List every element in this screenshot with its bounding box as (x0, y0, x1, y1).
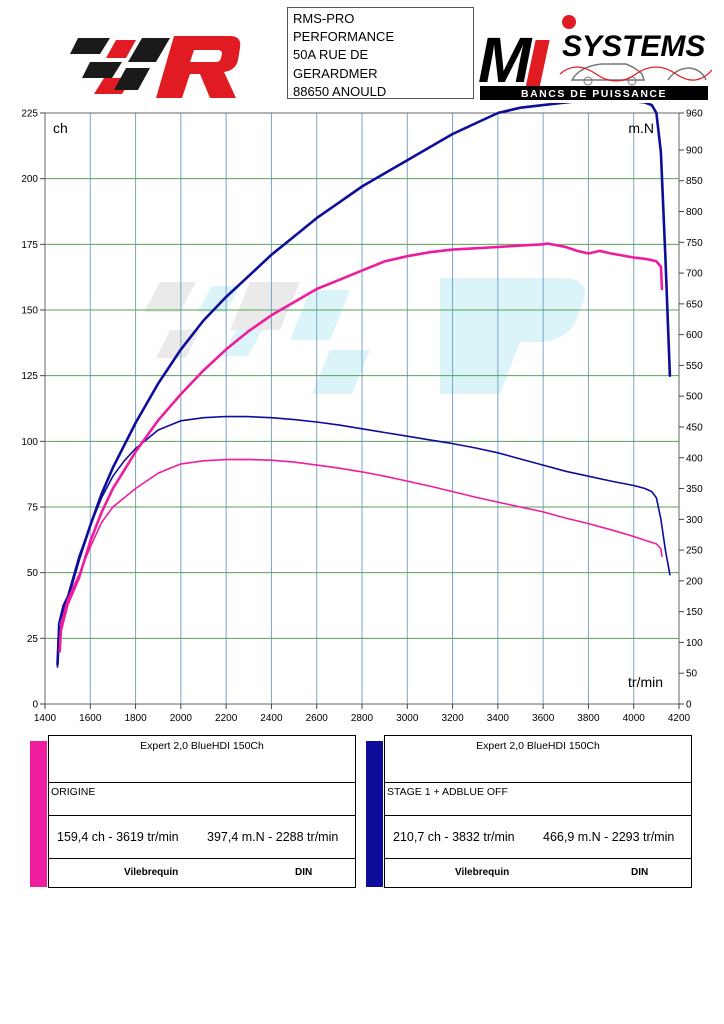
y-right-tick-label: 900 (686, 145, 703, 156)
y-right-tick-label: 500 (686, 392, 703, 403)
x-tick-label: 2600 (306, 713, 329, 724)
y-left-tick-label: 150 (21, 306, 38, 317)
y-left-tick-label: 100 (21, 437, 38, 448)
origine-torque-curve (58, 458, 663, 653)
address-line: RMS-PRO (293, 11, 355, 26)
y-right-tick-label: 450 (686, 422, 703, 433)
x-tick-label: 4000 (623, 713, 646, 724)
motorcycle-silhouette-icon (667, 67, 707, 81)
y-left-tick-label: 0 (32, 700, 38, 711)
dyno-chart: 1400 1600 1800 2000 2200 2400 2600 2800 3000 3200… (21, 103, 703, 724)
rms-logo (70, 36, 241, 98)
address-line: 88650 ANOULD (293, 83, 387, 99)
y-right-tick-label: 650 (686, 299, 703, 310)
x-tick-label: 2800 (351, 713, 374, 724)
legend-panel-origine: Expert 2,0 BlueHDI 150Ch ORIGINE 159,4 c… (30, 735, 357, 888)
address-line: PERFORMANCE (293, 29, 395, 45)
y-right-tick-label: 600 (686, 330, 703, 341)
y-left-tick-label: 75 (27, 503, 39, 514)
legend-panel-stage1: Expert 2,0 BlueHDI 150Ch STAGE 1 + ADBLU… (366, 735, 693, 888)
peak-power: 159,4 ch - 3619 tr/min (57, 830, 179, 844)
standard-norm: DIN (631, 867, 649, 878)
y-right-tick-label: 800 (686, 207, 703, 218)
y-right-tick-label: 750 (686, 238, 703, 249)
y-left-tick-label: 200 (21, 174, 38, 185)
y-right-tick-label: 400 (686, 453, 703, 464)
y-right-tick-label: 250 (686, 546, 703, 557)
watermark-logo (144, 278, 585, 394)
x-tick-label: 4200 (668, 713, 691, 724)
y-left-tick-label: 50 (27, 568, 39, 579)
y-right-tick-label: 850 (686, 176, 703, 187)
stage1-power-curve (56, 103, 672, 666)
x-tick-label: 3200 (441, 713, 464, 724)
x-tick-label: 1800 (124, 713, 147, 724)
x-tick-label: 2000 (170, 713, 193, 724)
logo-i-bar (525, 40, 550, 86)
x-tick-label: 2400 (260, 713, 283, 724)
panel-title: Expert 2,0 BlueHDI 150Ch (48, 735, 356, 783)
y-left-axis-label: ch (53, 120, 68, 136)
peak-values: 210,7 ch - 3832 tr/min 466,9 m.N - 2293 … (384, 815, 692, 859)
origine-color-bar (30, 741, 47, 887)
x-tick-label: 3000 (396, 713, 419, 724)
x-tick-label: 1600 (79, 713, 102, 724)
y-right-tick-label: 550 (686, 361, 703, 372)
logo-i-dot (562, 15, 576, 29)
misystems-logo: M SYSTEMS BANCS DE PUISSANCE (478, 15, 712, 100)
x-axis-label: tr/min (628, 674, 663, 690)
y-right-tick-label: 50 (686, 669, 698, 680)
stage1-color-bar (366, 741, 383, 887)
logo-subtitle-text: BANCS DE PUISSANCE (521, 88, 667, 100)
wave-line-graphic (559, 66, 712, 82)
y-left-tick-label: 125 (21, 371, 38, 382)
logo-subtitle-bar (480, 86, 708, 100)
series-name: ORIGINE (48, 782, 356, 816)
address-line: GERARDMER (293, 65, 378, 81)
y-right-axis-label: m.N (628, 120, 654, 136)
logo-systems-text: SYSTEMS (562, 30, 705, 63)
panel-footer: Vilebrequin DIN (384, 858, 692, 888)
y-right-tick-label: 960 (686, 109, 703, 120)
x-tick-label: 3400 (487, 713, 510, 724)
logo-m-letter: M (478, 24, 533, 96)
series-name: STAGE 1 + ADBLUE OFF (384, 782, 692, 816)
address-box: RMS-PRO PERFORMANCE 50A RUE DE GERARDMER… (287, 7, 474, 99)
peak-torque: 466,9 m.N - 2293 tr/min (543, 830, 675, 844)
measure-point: Vilebrequin (455, 867, 510, 878)
x-tick-label: 3800 (577, 713, 600, 724)
peak-values: 159,4 ch - 3619 tr/min 397,4 m.N - 2288 … (48, 815, 356, 859)
y-right-tick-label: 100 (686, 638, 703, 649)
y-left-tick-label: 25 (27, 634, 39, 645)
y-right-tick-label: 300 (686, 515, 703, 526)
y-right-tick-label: 700 (686, 269, 703, 280)
panel-footer: Vilebrequin DIN (48, 858, 356, 888)
y-right-tick-label: 350 (686, 484, 703, 495)
measure-point: Vilebrequin (124, 867, 179, 878)
peak-torque: 397,4 m.N - 2288 tr/min (207, 830, 339, 844)
address-line: 50A RUE DE (293, 47, 369, 63)
peak-power: 210,7 ch - 3832 tr/min (393, 830, 515, 844)
origine-power-curve (58, 242, 664, 653)
x-tick-label: 3600 (532, 713, 555, 724)
x-tick-label: 1400 (34, 713, 57, 724)
y-right-tick-label: 0 (686, 700, 692, 711)
r-letter-graphic (156, 36, 241, 98)
checkered-stripes-graphic (70, 38, 170, 94)
y-left-tick-label: 175 (21, 240, 38, 251)
y-left-tick-label: 225 (21, 109, 38, 120)
x-tick-label: 2200 (215, 713, 238, 724)
stage1-torque-curve (56, 415, 671, 668)
y-right-tick-label: 150 (686, 607, 703, 618)
standard-norm: DIN (295, 867, 313, 878)
panel-title: Expert 2,0 BlueHDI 150Ch (384, 735, 692, 783)
y-right-tick-label: 200 (686, 576, 703, 587)
wheel-icon (583, 76, 593, 86)
car-silhouette-icon (570, 63, 646, 81)
